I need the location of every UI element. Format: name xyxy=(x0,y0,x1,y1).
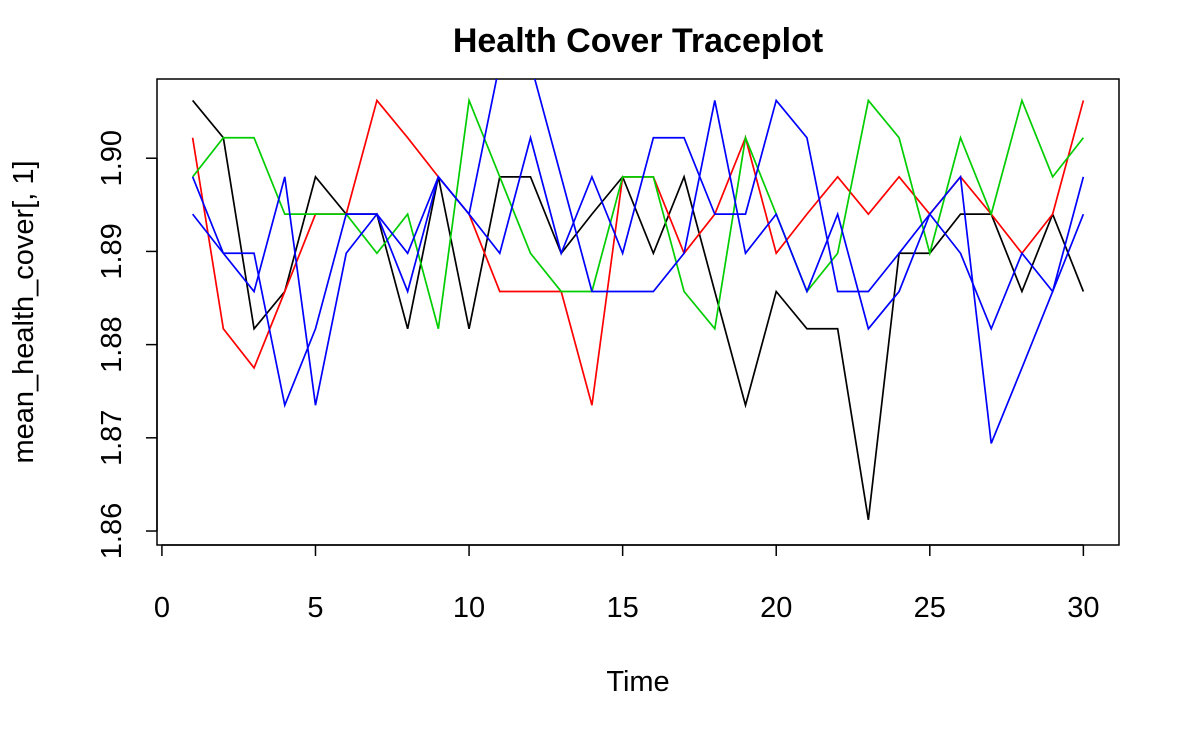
x-axis-label: Time xyxy=(606,666,669,698)
series-group xyxy=(191,79,1085,520)
x-tick-label: 10 xyxy=(453,592,485,624)
plot-area-frame xyxy=(156,78,1120,546)
series-line-2 xyxy=(191,98,1085,406)
x-tick-label: 20 xyxy=(760,592,792,624)
x-axis: 0 5 10 15 20 25 30 xyxy=(154,544,1100,624)
x-tick-label: 25 xyxy=(914,592,946,624)
y-tick-label: 1.90 xyxy=(96,130,128,186)
y-tick-label: 1.87 xyxy=(96,410,128,466)
series-line-3 xyxy=(191,97,1085,331)
y-tick-label: 1.86 xyxy=(96,503,128,559)
x-tick-label: 30 xyxy=(1067,592,1099,624)
series-line-4 xyxy=(191,98,1085,409)
y-axis-label: mean_health_cover[, 1] xyxy=(8,160,40,463)
x-tick-label: 15 xyxy=(607,592,639,624)
y-axis: 1.86 1.87 1.88 1.89 1.90 xyxy=(96,130,158,559)
y-tick-label: 1.89 xyxy=(96,223,128,279)
y-tick-label: 1.88 xyxy=(96,316,128,372)
chart-title: Health Cover Traceplot xyxy=(453,22,823,60)
series-line-1 xyxy=(191,99,1085,520)
x-tick-label: 0 xyxy=(154,592,170,624)
series-line-5 xyxy=(191,79,1085,444)
x-tick-label: 5 xyxy=(307,592,323,624)
